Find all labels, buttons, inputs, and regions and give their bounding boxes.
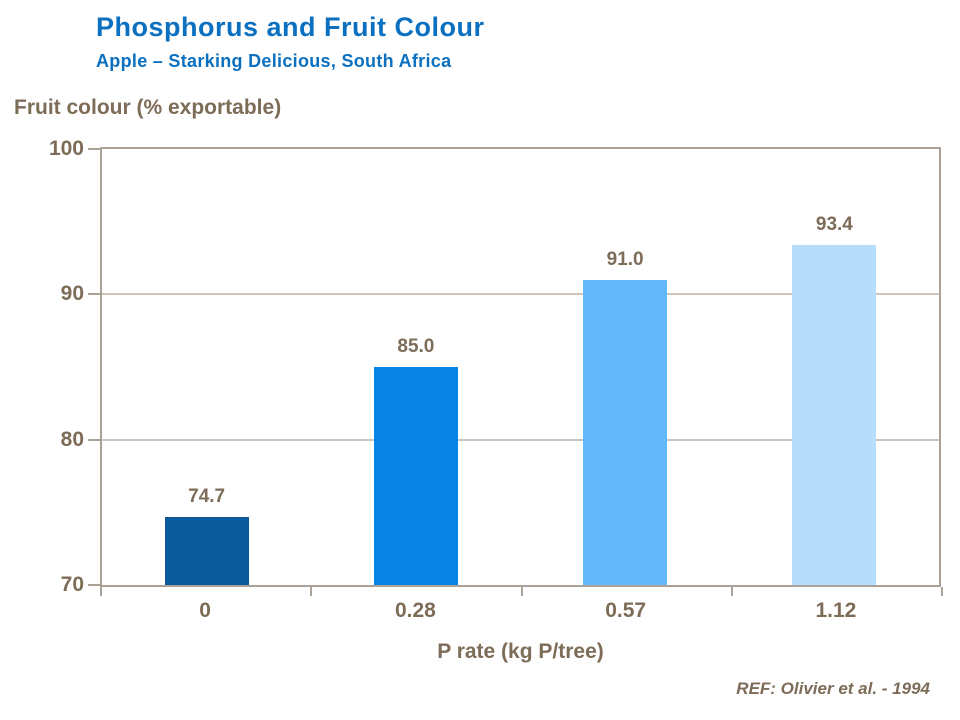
y-tick-label-80: 80 bbox=[60, 427, 84, 451]
y-tick-label-100: 100 bbox=[48, 137, 84, 160]
bar-1.12 bbox=[792, 244, 877, 585]
x-tick-label-1.12: 1.12 bbox=[815, 599, 857, 622]
chart-title: Phosphorus and Fruit Colour bbox=[96, 12, 485, 42]
y-tick-100 bbox=[88, 148, 100, 150]
bar-0 bbox=[164, 516, 249, 585]
reference-text: REF: Olivier et al. - 1994 bbox=[736, 679, 930, 698]
x-tick-0 bbox=[100, 587, 102, 596]
x-axis-title: P rate (kg P/tree) bbox=[437, 640, 604, 663]
y-tick-90 bbox=[88, 293, 100, 296]
bar-value-label-0: 74.7 bbox=[188, 485, 226, 507]
bar-0.57 bbox=[583, 279, 668, 585]
x-tick-label-0.57: 0.57 bbox=[605, 599, 647, 622]
gridline-90 bbox=[102, 293, 939, 296]
y-tick-80 bbox=[88, 438, 100, 441]
x-tick-1 bbox=[310, 587, 313, 596]
plot-area: 74.7 85.0 91.0 93.4 bbox=[100, 147, 941, 587]
y-tick-label-90: 90 bbox=[60, 282, 84, 306]
x-tick-2 bbox=[520, 587, 523, 596]
bar-0.28 bbox=[373, 367, 458, 585]
bar-value-label-0.28: 85.0 bbox=[397, 336, 435, 357]
bar-value-label-0.57: 91.0 bbox=[606, 248, 644, 270]
y-axis-title: Fruit colour (% exportable) bbox=[14, 96, 282, 119]
x-tick-label-0.28: 0.28 bbox=[394, 599, 436, 622]
gridline-80 bbox=[102, 438, 939, 441]
y-tick-label-70: 70 bbox=[60, 573, 84, 596]
x-tick-3 bbox=[730, 587, 733, 596]
x-tick-4 bbox=[941, 587, 943, 596]
x-tick-label-0: 0 bbox=[199, 599, 211, 622]
bar-value-label-1.12: 93.4 bbox=[815, 213, 853, 235]
chart-subtitle: Apple – Starking Delicious, South Africa bbox=[96, 51, 452, 71]
y-tick-70 bbox=[88, 584, 100, 586]
